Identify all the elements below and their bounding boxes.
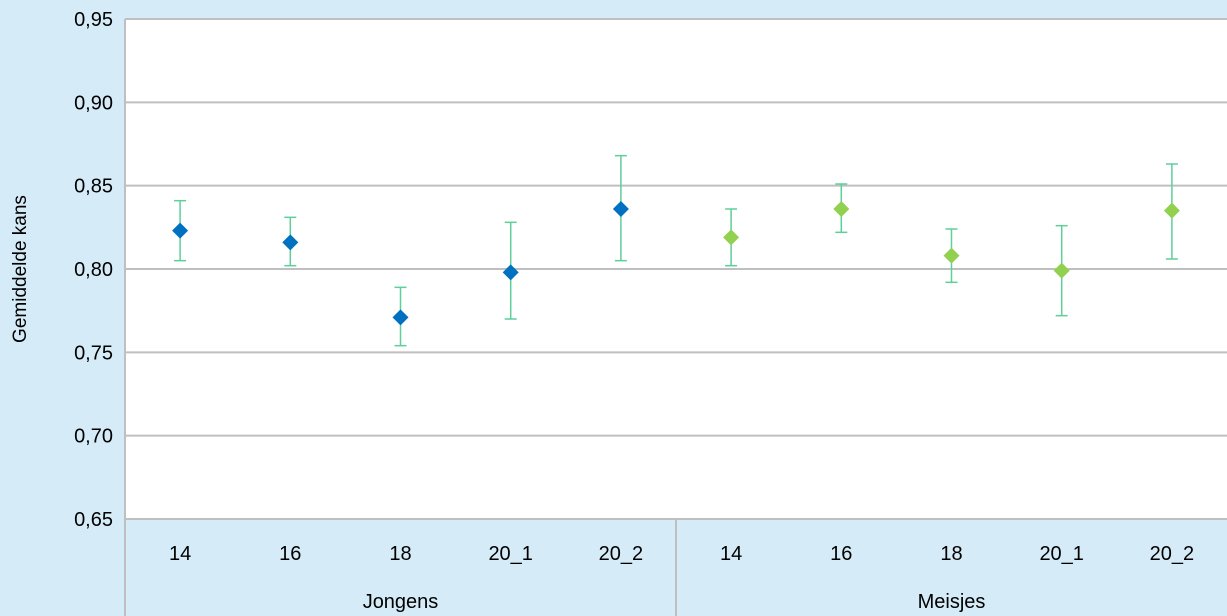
x-tick-label: 14 bbox=[169, 543, 191, 565]
y-tick-label: 0,90 bbox=[74, 92, 113, 114]
data-point bbox=[1163, 202, 1180, 219]
y-tick-label: 0,85 bbox=[74, 176, 113, 198]
data-point bbox=[282, 234, 299, 251]
data-point bbox=[392, 309, 409, 326]
data-point bbox=[502, 264, 519, 281]
x-tick-label: 20_1 bbox=[488, 543, 533, 565]
x-tick-label: 20_1 bbox=[1039, 543, 1084, 565]
y-tick-label: 0,95 bbox=[74, 9, 113, 31]
x-tick-label: 20_2 bbox=[599, 543, 644, 565]
x-tick-label: 18 bbox=[940, 543, 962, 565]
y-tick-label: 0,65 bbox=[74, 509, 113, 531]
y-tick-label: 0,75 bbox=[74, 342, 113, 364]
y-axis-title: Gemiddelde kans bbox=[10, 195, 31, 343]
data-point bbox=[172, 222, 189, 239]
x-tick-label: 16 bbox=[279, 543, 301, 565]
x-tick-label: 16 bbox=[830, 543, 852, 565]
x-tick-label: 18 bbox=[389, 543, 411, 565]
data-point bbox=[723, 229, 740, 246]
group-label: Jongens bbox=[363, 591, 439, 613]
group-label: Meisjes bbox=[918, 591, 986, 613]
x-tick-label: 20_2 bbox=[1150, 543, 1195, 565]
x-tick-label: 14 bbox=[720, 543, 742, 565]
y-tick-label: 0,70 bbox=[74, 426, 113, 448]
data-point bbox=[612, 201, 629, 217]
data-point bbox=[833, 201, 850, 217]
data-point bbox=[943, 247, 960, 264]
data-point bbox=[1053, 262, 1070, 279]
y-tick-label: 0,80 bbox=[74, 259, 113, 281]
